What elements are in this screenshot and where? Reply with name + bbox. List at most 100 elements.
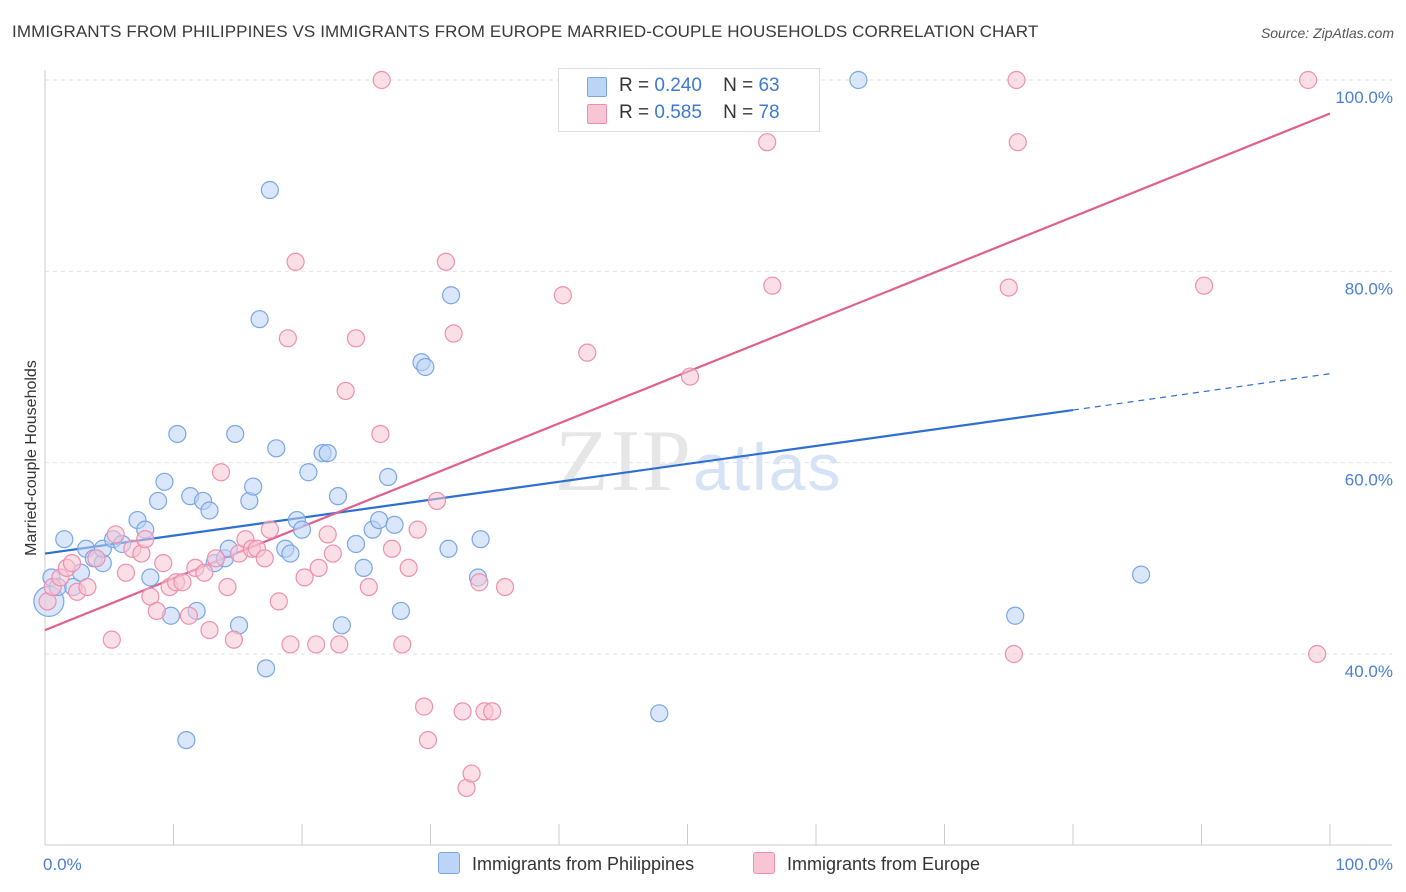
point-philippines: [200, 501, 219, 520]
watermark-atlas: atlas: [693, 430, 842, 504]
point-europe: [382, 539, 402, 558]
point-europe: [346, 329, 366, 348]
tick-labels: 40.0% 60.0% 80.0% 100.0% 0.0% 100.0%: [43, 88, 1393, 874]
legend-r-philippines: 0.240: [654, 75, 702, 96]
point-europe: [427, 491, 447, 511]
point-europe: [1007, 70, 1026, 90]
bottom-legend-label-philippines: Immigrants from Philippines: [472, 854, 695, 874]
legend-r-europe: 0.585: [654, 102, 702, 123]
point-europe: [462, 764, 481, 783]
point-europe: [278, 329, 297, 348]
trend-line-philippines-extension: [1072, 373, 1331, 411]
point-philippines: [332, 616, 351, 635]
point-philippines: [55, 530, 74, 549]
point-europe: [87, 549, 106, 568]
point-europe: [295, 568, 314, 587]
trend-line-philippines: [44, 408, 1074, 555]
point-philippines: [177, 730, 196, 750]
point-europe: [1194, 276, 1214, 295]
point-philippines: [148, 491, 168, 511]
point-europe: [211, 463, 231, 482]
y-tick-label-100: 100.0%: [1335, 88, 1393, 107]
legend: R = 0.240 N = 63 R = 0.585 N = 78: [558, 68, 820, 132]
point-europe: [371, 424, 390, 444]
point-europe: [62, 554, 82, 573]
point-europe: [307, 635, 326, 654]
point-europe: [372, 70, 391, 90]
point-europe: [179, 606, 199, 625]
point-europe: [269, 592, 288, 611]
point-philippines: [378, 467, 398, 487]
grid-lines: [45, 79, 1392, 655]
point-philippines: [441, 286, 461, 305]
point-europe: [330, 635, 349, 654]
point-europe: [260, 520, 279, 539]
point-europe: [200, 620, 219, 640]
point-philippines: [650, 704, 669, 723]
point-philippines: [391, 601, 411, 621]
point-europe: [78, 577, 97, 597]
point-europe: [106, 525, 125, 544]
point-philippines: [226, 424, 245, 444]
point-philippines: [354, 558, 373, 578]
x-tick-label-100: 100.0%: [1335, 855, 1393, 874]
point-europe: [102, 630, 121, 649]
point-europe: [1299, 70, 1318, 90]
point-europe: [763, 276, 782, 295]
point-europe: [578, 343, 597, 362]
point-europe: [154, 554, 173, 573]
legend-n-philippines: 63: [758, 75, 780, 96]
point-philippines: [292, 520, 312, 539]
bottom-legend-label-europe: Immigrants from Europe: [787, 854, 981, 874]
point-europe: [444, 324, 463, 343]
point-europe: [359, 577, 378, 597]
point-europe: [999, 278, 1018, 297]
point-europe: [323, 544, 342, 563]
point-philippines: [1006, 606, 1025, 625]
point-europe: [1308, 644, 1327, 664]
point-europe: [318, 525, 337, 544]
point-philippines: [1132, 565, 1151, 584]
point-europe: [309, 558, 328, 578]
point-philippines: [141, 568, 160, 587]
bottom-legend-swatch-philippines: [438, 852, 460, 874]
point-europe: [414, 697, 434, 716]
legend-r-label: R =: [619, 75, 650, 96]
watermark: ZIPatlas: [555, 413, 842, 510]
point-philippines: [250, 310, 269, 329]
point-europe: [453, 702, 472, 721]
point-europe: [553, 286, 572, 305]
y-axis-label: Married-couple Households: [23, 360, 40, 556]
data-points: [33, 70, 1327, 798]
point-europe: [495, 577, 515, 597]
y-tick-label-80: 80.0%: [1345, 279, 1393, 298]
point-europe: [1008, 133, 1027, 152]
point-philippines: [439, 539, 458, 558]
point-philippines: [267, 439, 286, 458]
point-europe: [195, 563, 214, 582]
y-tick-label-60: 60.0%: [1345, 471, 1393, 490]
point-philippines: [260, 180, 279, 200]
bottom-legend-swatch-europe: [753, 852, 775, 874]
point-europe: [136, 530, 155, 549]
source-credit: Source: ZipAtlas.com: [1260, 25, 1394, 41]
point-europe: [116, 563, 136, 582]
bottom-legend-europe: Immigrants from Europe: [753, 852, 980, 875]
point-europe: [1004, 644, 1023, 664]
point-europe: [393, 635, 412, 654]
point-philippines: [244, 477, 263, 496]
point-europe: [224, 630, 243, 649]
axes: [44, 70, 1392, 846]
point-europe: [470, 573, 489, 592]
point-europe: [218, 577, 237, 597]
point-europe: [173, 573, 192, 592]
legend-swatch-philippines: [587, 77, 607, 97]
point-europe: [399, 558, 418, 578]
point-philippines: [346, 534, 366, 554]
legend-swatch-europe: [587, 104, 607, 124]
watermark-zip: ZIP: [555, 413, 693, 510]
point-philippines: [849, 70, 868, 90]
point-europe: [436, 252, 456, 271]
point-europe: [286, 252, 305, 271]
